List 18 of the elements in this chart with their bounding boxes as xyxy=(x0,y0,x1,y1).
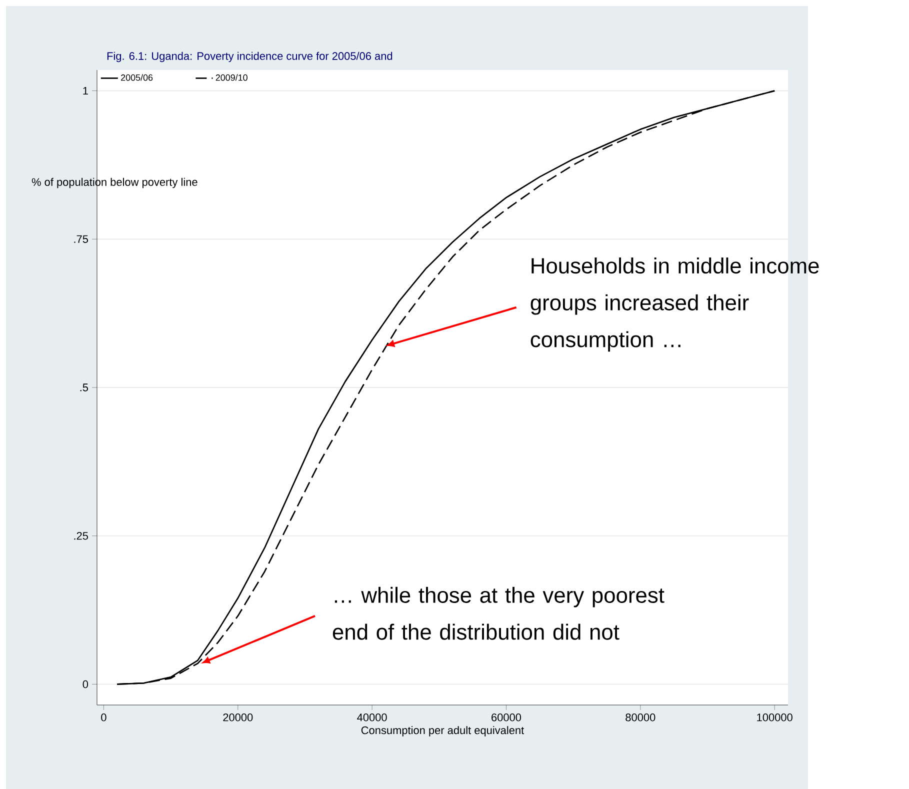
x-tick-label: 80000 xyxy=(626,714,656,722)
x-tick-label: 60000 xyxy=(492,714,522,722)
x-tick-label: 100000 xyxy=(757,714,792,722)
annotation: Households in middle income groups increased their consumption … xyxy=(530,257,819,352)
y-tick-label: 1 xyxy=(83,87,88,95)
y-axis-title: % of population below poverty line xyxy=(32,178,198,188)
y-tick-label: 0 xyxy=(82,680,88,688)
x-tick-label: 20000 xyxy=(223,714,253,722)
x-axis-title: Consumption per adult equivalent xyxy=(361,726,524,736)
legend-label: 2009/10 xyxy=(216,74,248,81)
annotation: … while those at the very poorest end of the distribution did not xyxy=(332,586,664,640)
legend-label: 2005/06 xyxy=(121,74,153,81)
y-tick-label: .5 xyxy=(80,384,88,392)
y-tick-label: .75 xyxy=(74,235,88,243)
chart-title: Fig. 6.1: Uganda: Poverty incidence curve for 2005/06 and xyxy=(107,52,392,62)
x-tick-label: 0 xyxy=(101,714,106,722)
y-tick-label: .25 xyxy=(74,532,88,540)
x-tick-label: 40000 xyxy=(357,714,387,722)
